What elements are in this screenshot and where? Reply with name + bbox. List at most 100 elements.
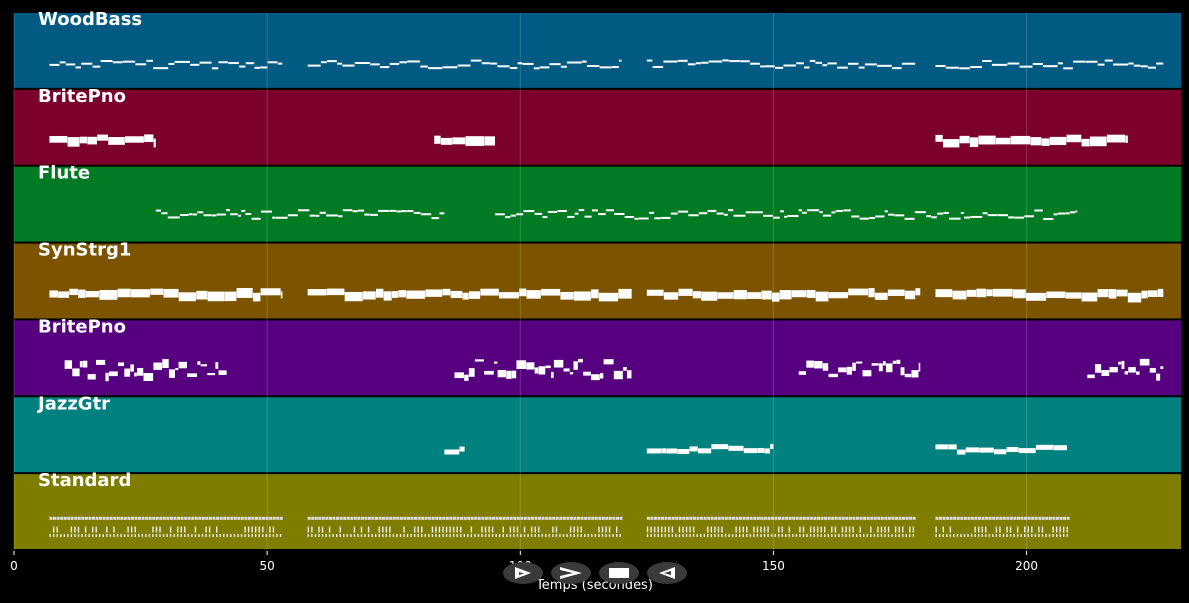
note — [586, 64, 600, 67]
drum-note — [470, 534, 473, 538]
fast-forward-button[interactable] — [551, 562, 591, 584]
drum-note — [988, 534, 991, 538]
drum-note — [88, 534, 90, 538]
drum-note — [598, 534, 600, 538]
note — [254, 66, 260, 69]
note — [591, 289, 599, 299]
note — [1097, 289, 1109, 298]
note — [216, 213, 226, 216]
drum-note — [707, 526, 709, 533]
drum-note — [1045, 534, 1047, 538]
drum-note — [208, 526, 211, 533]
note — [130, 364, 134, 372]
note — [420, 65, 428, 68]
drum-note — [424, 534, 427, 538]
rewind-button[interactable] — [647, 562, 687, 584]
drum-note — [102, 534, 105, 538]
note — [108, 371, 118, 377]
drum-note — [84, 526, 87, 533]
drum-note — [1027, 516, 1031, 520]
drum-note — [177, 534, 179, 538]
drum-note — [445, 516, 449, 520]
drum-note — [767, 516, 771, 520]
note — [828, 373, 838, 378]
note — [218, 370, 227, 375]
drum-note — [467, 534, 469, 538]
note — [499, 292, 519, 299]
drum-note — [431, 516, 435, 520]
drum-note — [258, 526, 260, 533]
note — [207, 373, 216, 376]
note — [307, 64, 321, 67]
drum-note — [321, 526, 324, 533]
drum-note — [194, 516, 198, 520]
note — [150, 288, 164, 295]
note — [745, 211, 752, 214]
drum-note — [612, 516, 616, 520]
drum-note — [77, 516, 81, 520]
stop-button[interactable] — [599, 562, 639, 584]
drum-note — [735, 526, 737, 533]
drum-note — [513, 526, 515, 533]
drum-note — [417, 516, 421, 520]
drum-note — [95, 534, 97, 538]
drum-note — [502, 534, 504, 538]
drum-note — [520, 516, 524, 520]
note — [401, 210, 408, 213]
note — [871, 363, 879, 366]
drum-note — [813, 526, 815, 533]
drum-note — [138, 534, 140, 538]
drum-note — [488, 516, 492, 520]
note — [123, 60, 136, 63]
drum-note — [385, 516, 389, 520]
drum-note — [591, 516, 595, 520]
note — [982, 60, 992, 63]
drum-note — [127, 534, 129, 538]
note — [991, 63, 1008, 66]
note — [707, 209, 717, 212]
note — [1141, 290, 1148, 299]
drum-note — [728, 516, 732, 520]
drum-note — [696, 516, 700, 520]
note — [1043, 218, 1054, 221]
drum-note — [675, 516, 679, 520]
drum-note — [1059, 534, 1061, 538]
drum-note — [675, 534, 677, 538]
note — [733, 290, 747, 300]
note — [190, 63, 200, 66]
note — [688, 214, 699, 217]
note — [757, 447, 765, 453]
note — [796, 62, 804, 65]
note — [891, 67, 902, 70]
note — [245, 62, 255, 65]
play-button[interactable] — [503, 562, 543, 584]
note — [869, 217, 876, 220]
drum-note — [272, 526, 275, 533]
drum-note — [198, 516, 202, 520]
note — [1069, 211, 1076, 214]
drum-note — [254, 534, 257, 538]
note — [987, 214, 998, 217]
note — [1065, 292, 1082, 299]
drum-note — [262, 516, 266, 520]
drum-note — [598, 526, 600, 533]
drum-note — [909, 534, 911, 538]
drum-note — [272, 534, 275, 538]
note — [534, 367, 539, 374]
drum-note — [169, 516, 173, 520]
drum-note — [619, 516, 623, 520]
note — [599, 66, 612, 69]
note — [146, 59, 153, 62]
drum-note — [714, 534, 716, 538]
note — [852, 362, 856, 371]
note — [519, 288, 527, 297]
drum-note — [467, 516, 471, 520]
note — [391, 291, 399, 298]
drum-note — [230, 516, 234, 520]
drum-note — [974, 534, 976, 538]
note — [851, 215, 860, 218]
drum-note — [127, 526, 129, 533]
drum-note — [870, 534, 872, 538]
drum-note — [974, 526, 976, 533]
note — [218, 61, 229, 64]
